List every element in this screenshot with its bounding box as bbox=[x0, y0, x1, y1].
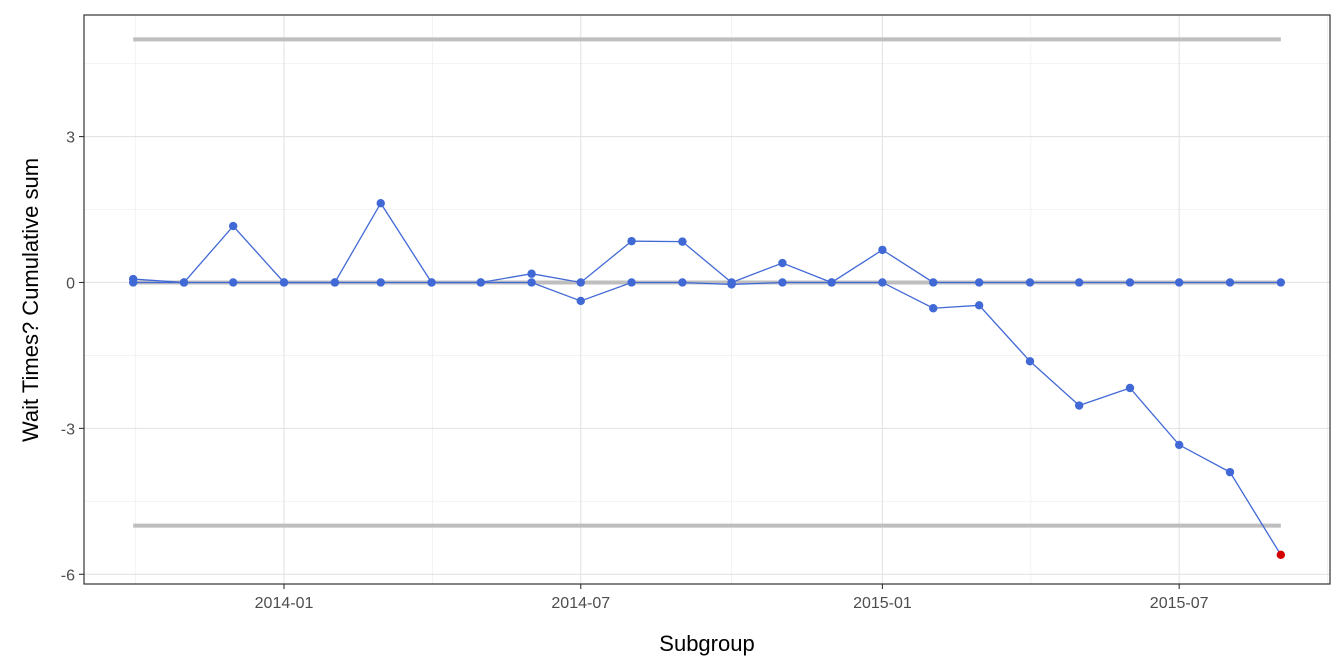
grid-lines bbox=[84, 15, 1330, 584]
y-tick-label: 0 bbox=[66, 275, 75, 292]
upper-cusum-point bbox=[1025, 278, 1035, 287]
lower-cusum-point bbox=[727, 280, 736, 289]
lower-cusum-point bbox=[1225, 467, 1235, 477]
x-tick-label: 2014-07 bbox=[551, 595, 610, 612]
lower-cusum-point bbox=[974, 301, 984, 310]
lower-cusum-point bbox=[330, 278, 340, 287]
lower-cusum-point bbox=[1074, 401, 1084, 410]
lower-cusum-point bbox=[427, 278, 436, 287]
y-tick-label: 3 bbox=[66, 130, 75, 147]
lower-cusum-point bbox=[179, 278, 189, 287]
lower-cusum-point bbox=[376, 278, 385, 287]
panel-background bbox=[84, 15, 1330, 584]
data-series bbox=[128, 199, 1286, 560]
upper-cusum-point bbox=[527, 269, 536, 278]
x-tick-label: 2015-07 bbox=[1150, 595, 1209, 612]
lower-cusum-point bbox=[678, 278, 687, 287]
lower-cusum-point bbox=[878, 278, 887, 287]
lower-cusum-point bbox=[1025, 357, 1035, 366]
y-axis-title: Wait Times? Cumulative sum bbox=[18, 158, 43, 442]
x-tick-label: 2015-01 bbox=[853, 595, 912, 612]
upper-cusum-point bbox=[1125, 278, 1135, 287]
upper-cusum-point bbox=[929, 278, 938, 287]
upper-cusum-point bbox=[678, 237, 687, 246]
upper-cusum-point bbox=[1276, 278, 1286, 287]
upper-cusum-point bbox=[1074, 278, 1084, 287]
lower-cusum-point bbox=[627, 278, 636, 287]
upper-cusum-point bbox=[1174, 278, 1184, 287]
upper-cusum-point bbox=[576, 278, 585, 287]
upper-cusum-point bbox=[974, 278, 984, 287]
y-tick-label: -6 bbox=[61, 567, 75, 584]
lower-cusum-point bbox=[576, 296, 585, 306]
upper-cusum-point bbox=[878, 245, 887, 255]
lower-cusum-point bbox=[476, 278, 485, 287]
panel-border bbox=[83, 14, 1331, 585]
lower-cusum-point bbox=[1125, 383, 1135, 393]
lower-cusum-point bbox=[279, 278, 289, 287]
out-of-control-point bbox=[1276, 550, 1286, 560]
upper-cusum-point bbox=[778, 258, 787, 268]
upper-cusum-point bbox=[228, 221, 238, 231]
y-tick-label: -3 bbox=[61, 421, 75, 438]
lower-cusum-point bbox=[527, 278, 536, 287]
x-tick-label: 2014-01 bbox=[255, 595, 314, 612]
lower-cusum-point bbox=[778, 278, 787, 287]
lower-cusum-point bbox=[128, 278, 138, 287]
lower-cusum-point bbox=[228, 278, 238, 287]
axes: 2014-01 2014-07 2015-01 2015-07 -6 -3 0 3 bbox=[61, 130, 1209, 612]
upper-cusum-point bbox=[627, 236, 636, 246]
lower-cusum-line bbox=[133, 281, 1282, 556]
lower-cusum-point bbox=[929, 304, 938, 313]
upper-cusum-point bbox=[376, 199, 385, 208]
x-axis-title: Subgroup bbox=[659, 631, 754, 656]
lower-cusum-point bbox=[827, 278, 836, 287]
lower-cusum-point bbox=[1174, 440, 1184, 450]
upper-cusum-point bbox=[1225, 278, 1235, 287]
